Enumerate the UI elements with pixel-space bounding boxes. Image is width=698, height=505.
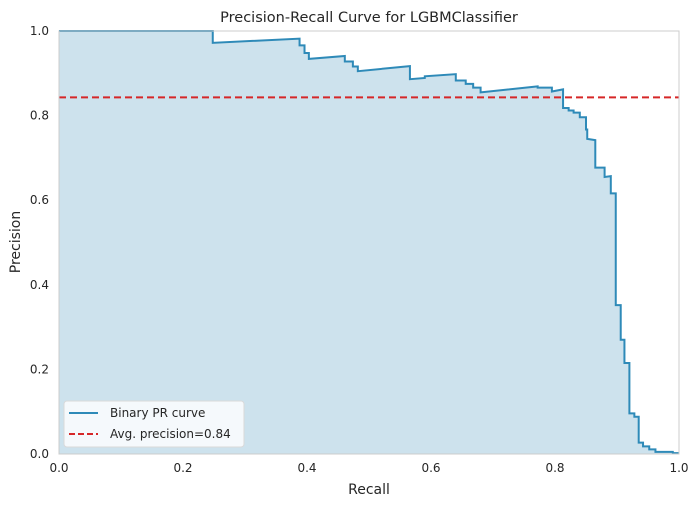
x-tick-label: 0.6 (421, 461, 440, 475)
plot-area (58, 30, 680, 455)
legend-box (63, 400, 245, 448)
y-axis-ticks: 0.0 0.2 0.4 0.6 0.8 1.0 (30, 24, 49, 461)
x-tick-label: 1.0 (669, 461, 688, 475)
x-tick-label: 0.4 (297, 461, 316, 475)
series-layer (59, 30, 679, 455)
legend: Binary PR curve Avg. precision=0.84 (63, 400, 245, 448)
y-axis-title: Precision (8, 211, 24, 273)
pr-curve-area (59, 31, 679, 454)
legend-label-pr-curve: Binary PR curve (110, 406, 205, 420)
y-tick-label: 0.6 (30, 193, 49, 207)
x-axis-title: Recall (348, 482, 390, 498)
y-tick-label: 0.8 (30, 109, 49, 123)
y-tick-label: 0.0 (30, 447, 49, 461)
x-tick-label: 0.2 (173, 461, 192, 475)
x-axis-ticks: 0.0 0.2 0.4 0.6 0.8 1.0 (49, 461, 688, 475)
y-tick-label: 0.4 (30, 278, 49, 292)
x-tick-label: 0.0 (49, 461, 68, 475)
plot-frame (58, 30, 680, 455)
pr-curve-line (59, 30, 679, 455)
y-tick-label: 0.2 (30, 362, 49, 376)
legend-label-avg-precision: Avg. precision=0.84 (110, 427, 231, 441)
y-tick-label: 1.0 (30, 24, 49, 38)
chart-title: Precision-Recall Curve for LGBMClassifie… (220, 10, 518, 26)
x-tick-label: 0.8 (545, 461, 564, 475)
